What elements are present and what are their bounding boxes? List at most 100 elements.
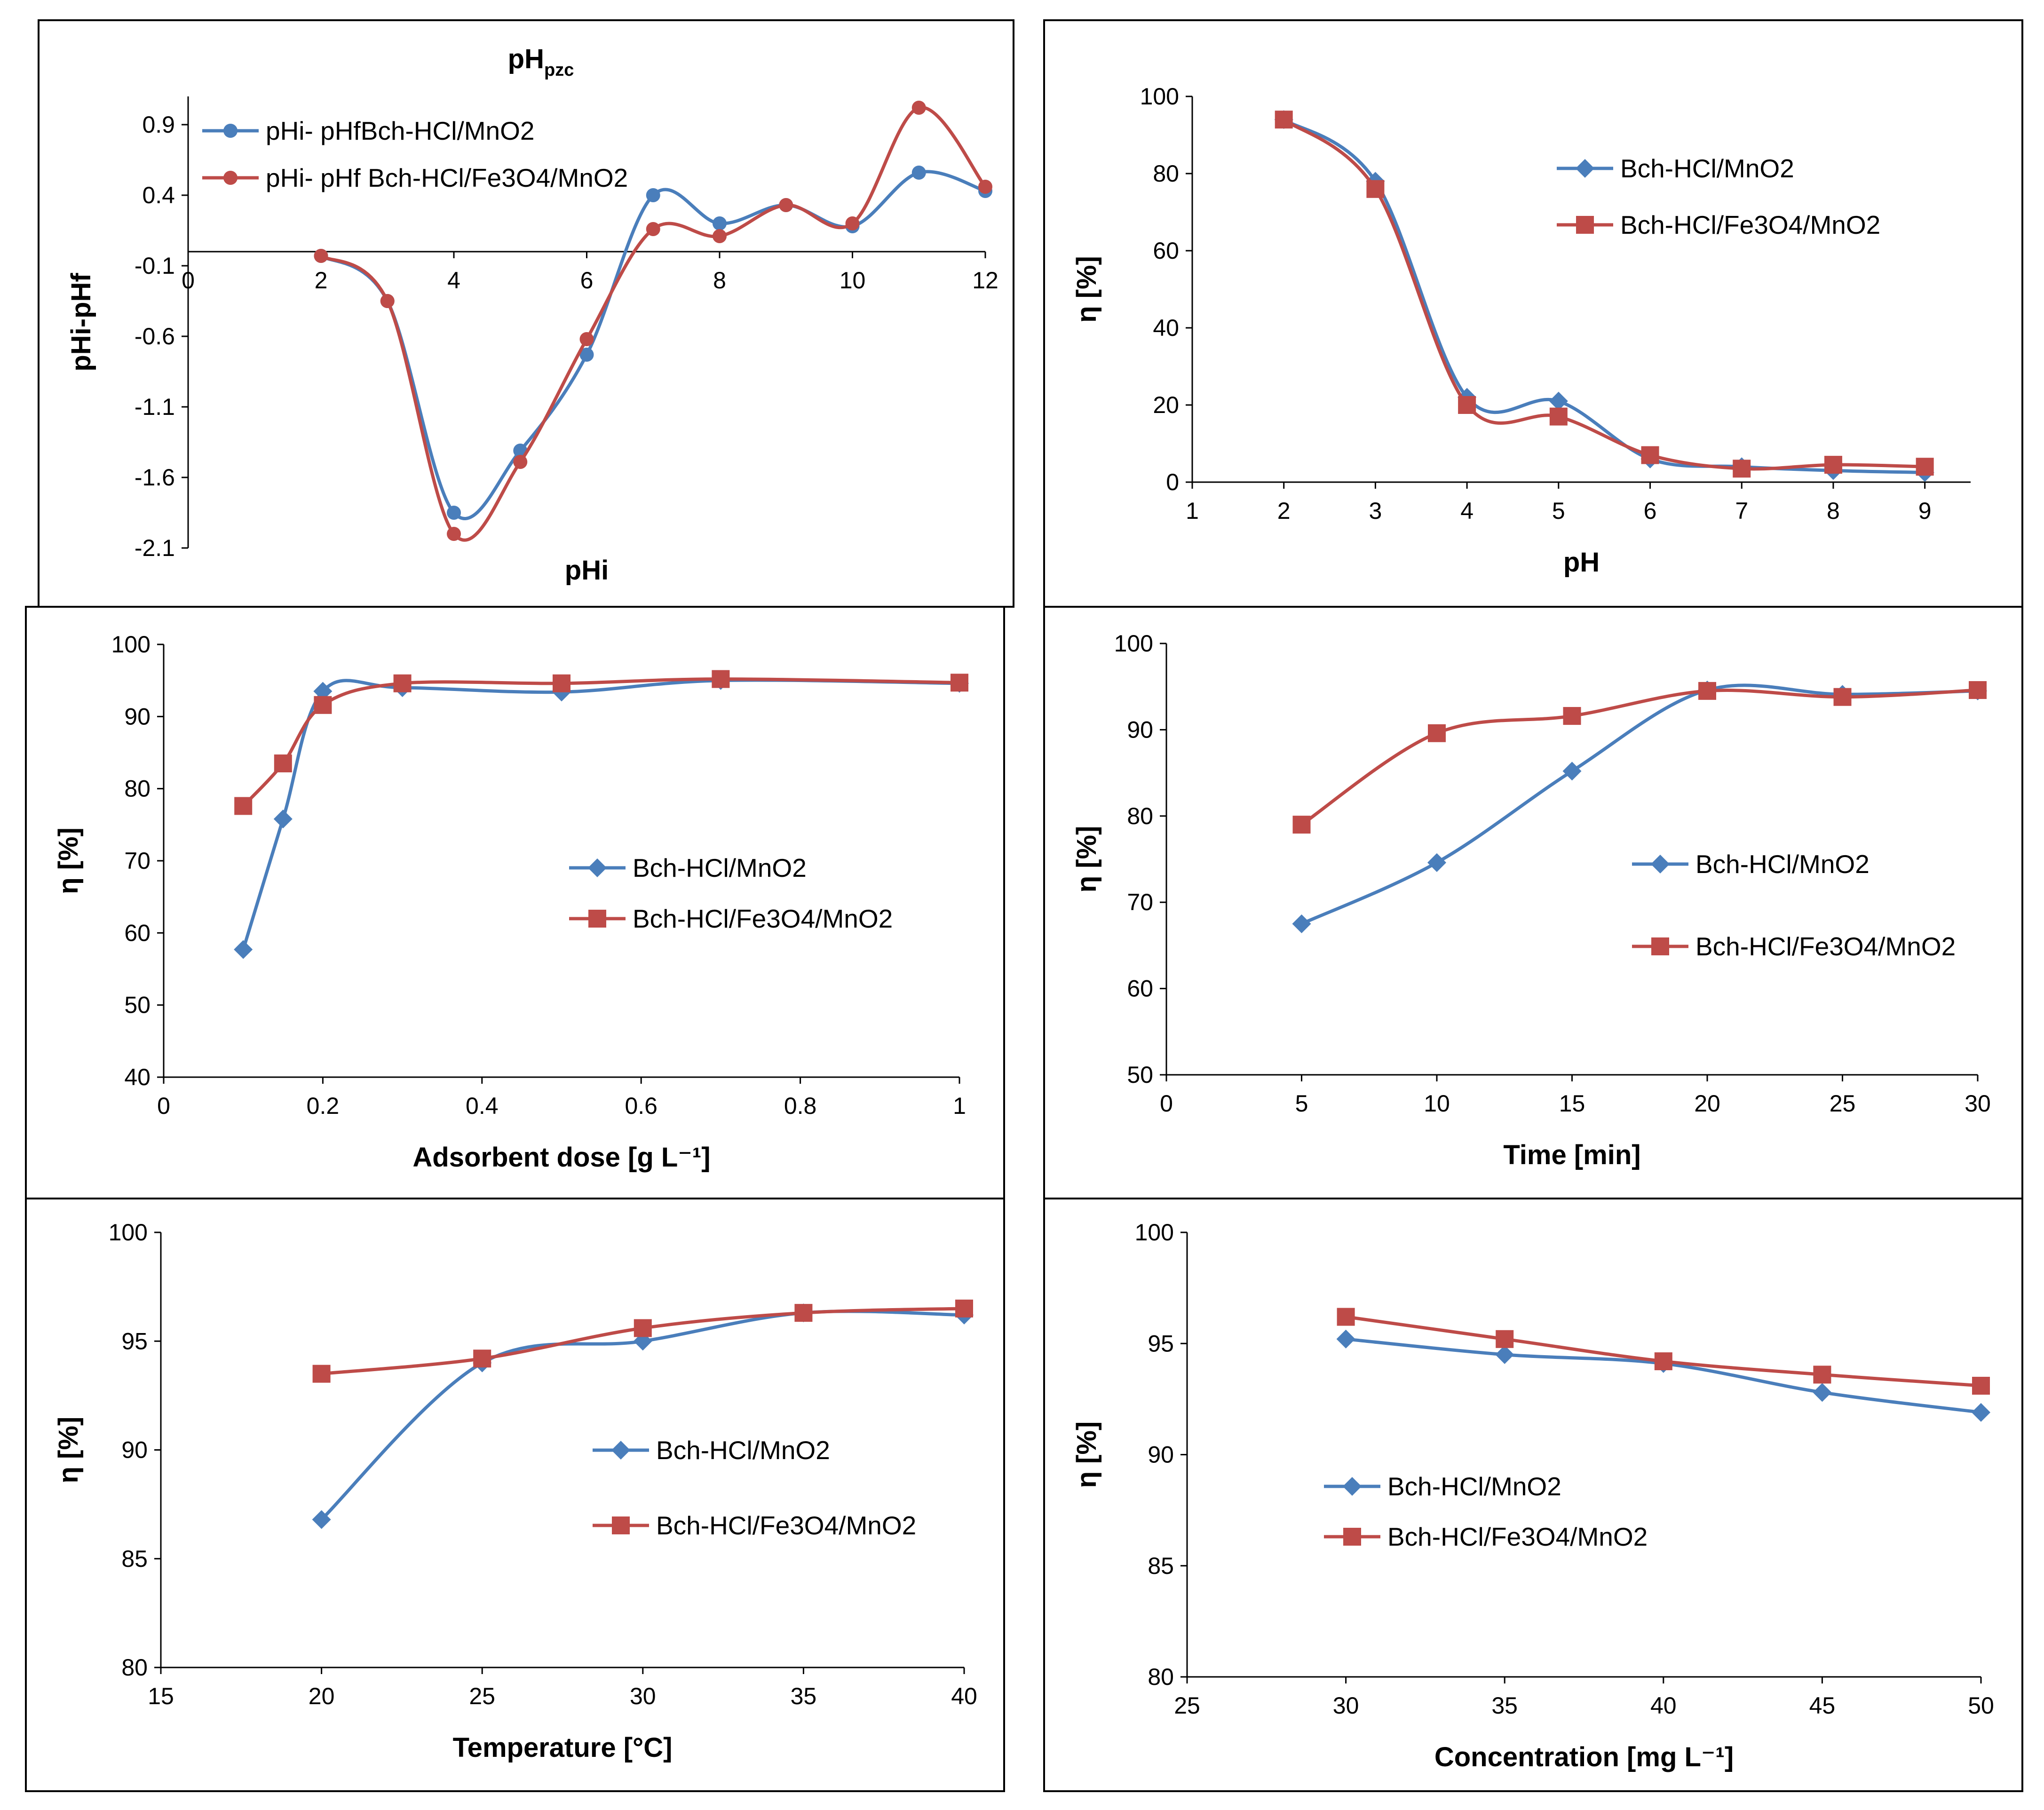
x-tick-label: 10: [840, 267, 866, 294]
y-tick-label: 95: [1148, 1330, 1174, 1357]
y-tick-label: 100: [109, 1219, 148, 1246]
data-point: [1428, 724, 1446, 742]
y-tick-label: 40: [1153, 315, 1179, 341]
legend-label: Bch-HCl/MnO2: [633, 853, 807, 882]
legend-entry: Bch-HCl/Fe3O4/MnO2: [1324, 1522, 1648, 1551]
data-point: [274, 754, 292, 772]
legend-entry: Bch-HCl/MnO2: [1557, 154, 1794, 183]
x-tick-label: 0: [1160, 1090, 1173, 1117]
x-tick-label: 9: [1918, 498, 1932, 524]
y-tick-label: 70: [124, 848, 151, 874]
chart-ph: 0 20 40 60 80 100 1 2 3 4 5 6 7 8 9 pH η [%] Bch-HCl/MnO2…: [1043, 19, 2023, 608]
data-point: [579, 348, 594, 362]
data-point: [1654, 1352, 1672, 1371]
data-point: [1563, 707, 1581, 725]
data-point: [713, 216, 727, 230]
data-point: [845, 216, 860, 230]
data-point: [634, 1319, 652, 1337]
legend-entry: pHi- pHfBch-HCl/MnO2: [202, 116, 535, 145]
data-point: [1813, 1383, 1832, 1402]
series-line: [1300, 688, 1980, 826]
y-tick-label: 60: [1153, 238, 1179, 264]
data-point: [447, 506, 461, 520]
data-point: [473, 1350, 491, 1368]
x-tick-label: 1: [1186, 498, 1199, 524]
chart-title-main: pH: [508, 44, 544, 74]
series-line: [1282, 118, 1927, 474]
series-1: [314, 101, 992, 542]
y-tick-label: -0.1: [135, 253, 175, 279]
legend-label: Bch-HCl/Fe3O4/MnO2: [1620, 210, 1880, 239]
x-tick-label: 20: [309, 1683, 335, 1709]
data-point: [1733, 460, 1751, 478]
data-point: [1549, 407, 1568, 426]
data-point: [312, 1510, 331, 1529]
x-axis-title: pHi: [565, 555, 609, 586]
y-axis-title: η [%]: [1071, 256, 1102, 323]
x-tick-label: 7: [1735, 498, 1748, 524]
data-point: [314, 696, 332, 714]
data-point: [1641, 446, 1659, 464]
x-tick-label: 8: [1827, 498, 1840, 524]
x-tick-label: 35: [1491, 1692, 1518, 1719]
data-point: [978, 180, 992, 194]
y-tick-label: 80: [124, 776, 151, 802]
data-point: [1496, 1330, 1514, 1348]
data-point: [1292, 914, 1311, 934]
data-point: [951, 674, 968, 692]
y-axis-title: η [%]: [53, 827, 84, 894]
legend-entry: Bch-HCl/MnO2: [593, 1436, 830, 1465]
chart-conc: 80 85 90 95 100 25 30 35 40 45 50 Concentration [mg…: [1043, 1198, 2023, 1792]
y-tick-label: 70: [1127, 889, 1153, 915]
legend-label: Bch-HCl/MnO2: [1695, 849, 1870, 879]
x-tick-label: 25: [469, 1683, 495, 1709]
series-0: [314, 166, 992, 520]
y-tick-label: 50: [124, 992, 151, 1018]
y-tick-label: 80: [1148, 1664, 1174, 1690]
data-point: [1972, 1403, 1990, 1422]
x-tick-label: 0.4: [466, 1093, 499, 1119]
legend-label: pHi- pHfBch-HCl/MnO2: [266, 116, 535, 145]
x-tick-label: 30: [1965, 1090, 1991, 1117]
x-tick-label: 30: [630, 1683, 656, 1709]
x-tick-label: 3: [1369, 498, 1382, 524]
legend-entry: Bch-HCl/MnO2: [1632, 849, 1870, 879]
data-point: [313, 682, 333, 701]
x-tick-label: 50: [1968, 1692, 1994, 1719]
legend-marker: [1576, 216, 1594, 234]
legend-marker: [611, 1441, 630, 1460]
x-tick-label: 25: [1174, 1692, 1200, 1719]
series-0: [1274, 110, 1934, 482]
x-axis-title: Concentration [mg L⁻¹]: [1434, 1742, 1734, 1772]
series-0: [312, 1303, 974, 1529]
x-tick-label: 6: [580, 267, 594, 294]
legend-entry: Bch-HCl/Fe3O4/MnO2: [569, 904, 893, 933]
series-0: [1336, 1329, 1990, 1422]
legend-marker: [1576, 159, 1594, 178]
y-tick-label: 100: [1114, 630, 1153, 657]
y-tick-label: 80: [1127, 803, 1153, 829]
data-point: [234, 797, 253, 815]
x-axis-title: Adsorbent dose [g L⁻¹]: [412, 1142, 710, 1173]
data-point: [553, 674, 570, 692]
data-point: [314, 249, 328, 263]
y-tick-label: 85: [1148, 1553, 1174, 1579]
data-point: [646, 222, 660, 236]
legend-label: Bch-HCl/Fe3O4/MnO2: [633, 904, 893, 933]
data-point: [779, 198, 793, 212]
legend-label: Bch-HCl/Fe3O4/MnO2: [1695, 932, 1956, 961]
data-point: [1969, 681, 1987, 699]
y-tick-label: 80: [121, 1654, 148, 1681]
legend-label: Bch-HCl/Fe3O4/MnO2: [1387, 1522, 1648, 1551]
y-tick-label: -1.1: [135, 394, 175, 420]
y-tick-label: 40: [124, 1064, 151, 1090]
data-point: [1916, 458, 1934, 476]
x-tick-label: 15: [148, 1683, 174, 1709]
y-tick-label: 80: [1153, 160, 1179, 187]
series-1: [1337, 1308, 1990, 1395]
x-tick-label: 30: [1333, 1692, 1359, 1719]
legend-marker: [1651, 855, 1670, 873]
chart-title: pHpzc: [508, 44, 574, 80]
chart-time: 50 60 70 80 90 100 0 5 10 15 20 25 30 Time [min] η [%]…: [1043, 606, 2023, 1199]
series-line: [1282, 118, 1927, 471]
